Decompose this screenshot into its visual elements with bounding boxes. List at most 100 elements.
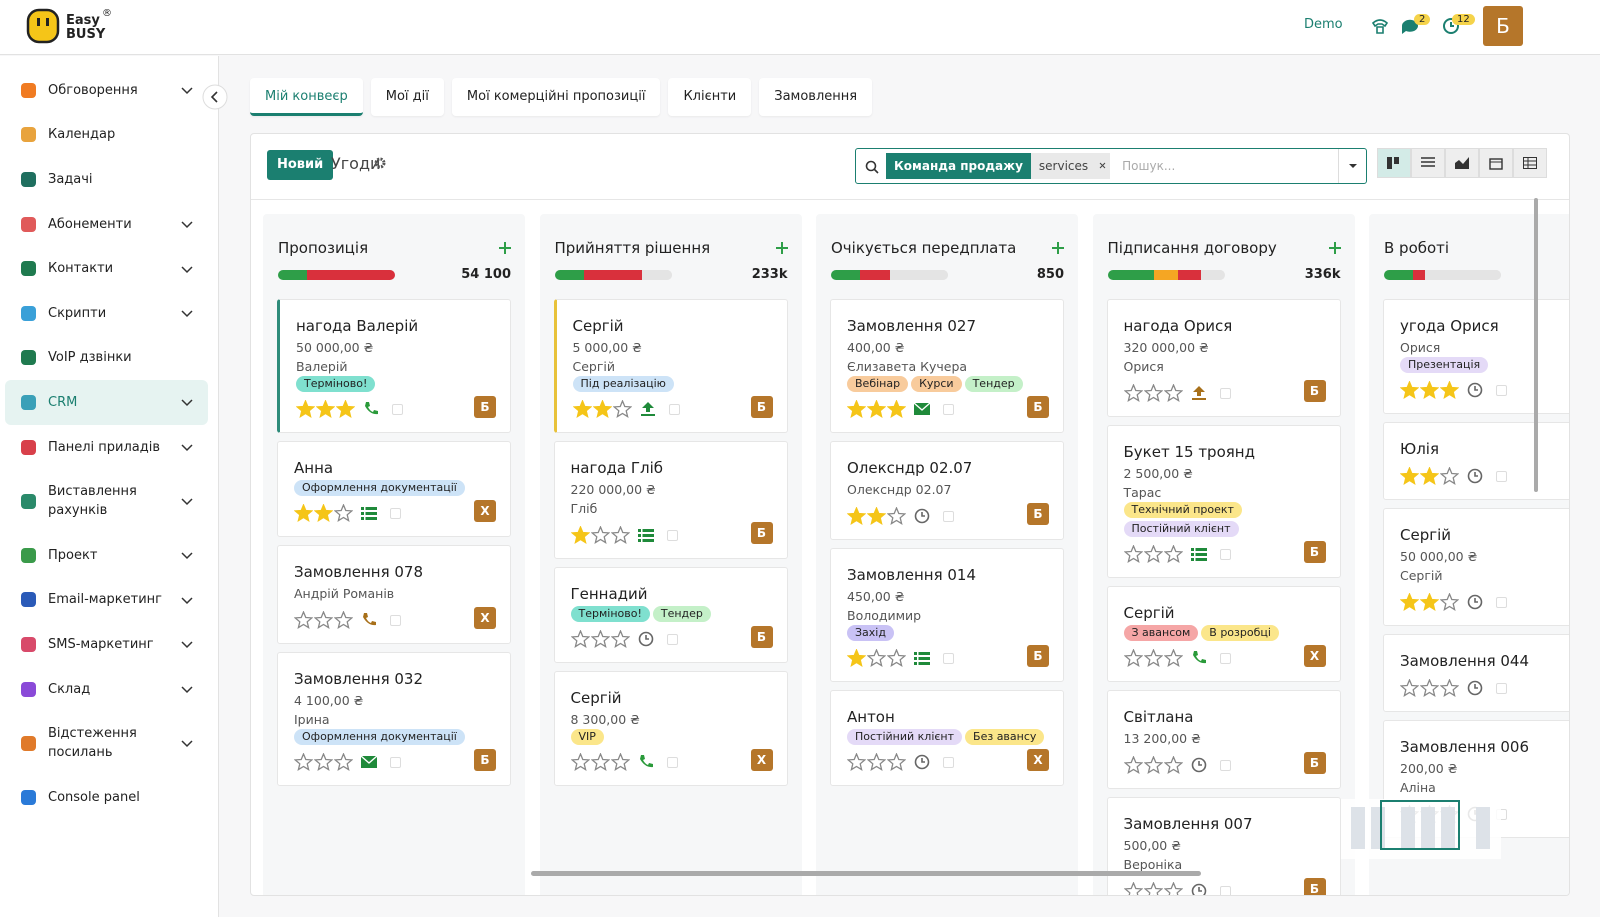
star-filled[interactable] (1400, 593, 1419, 611)
card-checkbox[interactable] (943, 652, 954, 664)
deal-card[interactable]: Замовлення 032 4 100,00 ₴ Ірина Оформлення … (277, 652, 511, 786)
sidebar-toggle[interactable] (202, 84, 228, 110)
star-empty[interactable] (1143, 649, 1163, 667)
sidebar-item[interactable]: SMS-маркетинг (5, 622, 208, 667)
deal-card[interactable]: нагода Гліб 220 000,00 ₴ Гліб Б (553, 441, 788, 559)
card-checkbox[interactable] (390, 614, 401, 626)
deal-card[interactable]: Світлана 13 200,00 ₴ Б (1106, 690, 1341, 789)
tab[interactable]: Клієнти (668, 78, 752, 116)
card-checkbox[interactable] (1219, 759, 1231, 771)
star-empty[interactable] (1163, 756, 1183, 774)
star-empty[interactable] (294, 611, 313, 629)
star-empty[interactable] (610, 630, 630, 648)
facet-value[interactable]: services (1030, 153, 1097, 179)
view-list[interactable] (1411, 148, 1445, 178)
deal-card[interactable]: Букет 15 троянд 2 500,00 ₴ Тарас Технічний … (1106, 425, 1341, 578)
star-empty[interactable] (334, 753, 353, 771)
card-checkbox[interactable] (1496, 384, 1507, 396)
star-filled[interactable] (1400, 381, 1419, 399)
deal-card[interactable]: Антон Постійний клієнт Без авансу Х (830, 690, 1064, 786)
star-filled[interactable] (867, 507, 886, 525)
star-filled[interactable] (570, 526, 590, 544)
sidebar-item[interactable]: Панелі приладів (5, 425, 208, 470)
card-checkbox[interactable] (1219, 548, 1231, 560)
sidebar-item[interactable]: VoIP дзвінки (5, 336, 208, 381)
star-empty[interactable] (1123, 649, 1143, 667)
search-dropdown[interactable] (1338, 149, 1366, 183)
star-filled[interactable] (1400, 467, 1419, 485)
star-empty[interactable] (1420, 679, 1439, 697)
phone-icon[interactable] (1370, 16, 1390, 36)
deal-card[interactable]: Анна Оформлення документації Х (277, 441, 511, 537)
sidebar-item[interactable]: Абонементи (5, 202, 208, 247)
star-filled[interactable] (592, 400, 612, 418)
sidebar-item[interactable]: Контакти (5, 246, 208, 291)
star-empty[interactable] (1440, 679, 1459, 697)
card-checkbox[interactable] (666, 529, 678, 541)
card-checkbox[interactable] (666, 633, 678, 645)
view-graph[interactable] (1445, 148, 1479, 178)
sidebar-item[interactable]: Склад (5, 667, 208, 712)
horizontal-scrollbar[interactable] (531, 871, 1201, 876)
deal-card[interactable]: Замовлення 007 500,00 ₴ Вероніка Б (1106, 797, 1341, 895)
tab[interactable]: Мої дії (370, 78, 444, 116)
sidebar-item[interactable]: Відстеження посилань (5, 711, 208, 775)
star-filled[interactable] (314, 504, 333, 522)
activity-icon[interactable] (1442, 17, 1460, 35)
card-checkbox[interactable] (1219, 387, 1231, 399)
sidebar-item[interactable]: Обговорення (5, 68, 208, 113)
card-checkbox[interactable] (1496, 470, 1507, 482)
sidebar-item[interactable]: Скрипти (5, 291, 208, 336)
star-empty[interactable] (334, 504, 353, 522)
sidebar-item[interactable]: Задачі (5, 157, 208, 202)
deal-card[interactable]: Сергій 50 000,00 ₴ Сергій (1383, 508, 1569, 626)
star-empty[interactable] (1440, 593, 1459, 611)
star-empty[interactable] (334, 611, 353, 629)
card-checkbox[interactable] (392, 403, 403, 415)
star-empty[interactable] (314, 611, 333, 629)
vertical-scrollbar[interactable] (1534, 198, 1538, 492)
gear-icon[interactable] (374, 157, 386, 169)
deal-card[interactable]: угода Орися Орися Презентація (1383, 299, 1569, 414)
star-empty[interactable] (1143, 384, 1163, 402)
card-checkbox[interactable] (1219, 885, 1231, 895)
sidebar-item[interactable]: Email-маркетинг (5, 578, 208, 623)
star-filled[interactable] (847, 649, 866, 667)
star-filled[interactable] (296, 400, 315, 418)
star-empty[interactable] (610, 526, 630, 544)
sidebar-item[interactable]: Календар (5, 113, 208, 158)
star-empty[interactable] (590, 630, 610, 648)
star-empty[interactable] (570, 753, 590, 771)
card-checkbox[interactable] (943, 756, 954, 768)
star-empty[interactable] (1143, 545, 1163, 563)
view-calendar[interactable] (1479, 148, 1513, 178)
view-pivot[interactable] (1513, 148, 1547, 178)
card-checkbox[interactable] (943, 510, 954, 522)
star-filled[interactable] (847, 507, 866, 525)
star-filled[interactable] (1420, 593, 1439, 611)
star-empty[interactable] (314, 753, 333, 771)
search-box[interactable]: Команда продажу services Пошук... (855, 148, 1367, 184)
star-empty[interactable] (867, 753, 886, 771)
star-filled[interactable] (1440, 381, 1459, 399)
star-empty[interactable] (1123, 756, 1143, 774)
deal-card[interactable]: нагода Орися 320 000,00 ₴ Орися Б (1106, 299, 1341, 417)
star-filled[interactable] (294, 504, 313, 522)
star-empty[interactable] (887, 649, 906, 667)
deal-card[interactable]: нагода Валерій 50 000,00 ₴ Валерій Термінов… (277, 299, 511, 433)
star-empty[interactable] (1163, 545, 1183, 563)
star-empty[interactable] (1163, 384, 1183, 402)
card-checkbox[interactable] (1496, 596, 1507, 608)
deal-card[interactable]: Сергій 5 000,00 ₴ Сергій Під реалізацію Б (553, 299, 788, 433)
star-filled[interactable] (867, 400, 886, 418)
facet-remove[interactable] (1096, 153, 1111, 179)
star-empty[interactable] (1123, 545, 1143, 563)
star-empty[interactable] (590, 753, 610, 771)
card-checkbox[interactable] (390, 756, 401, 768)
deal-card[interactable]: Сергій З авансом В розробці Х (1106, 586, 1341, 682)
deal-card[interactable]: Сергій 8 300,00 ₴ VIP Х (553, 671, 788, 786)
demo-link[interactable]: Demo (1304, 17, 1343, 32)
card-checkbox[interactable] (666, 756, 678, 768)
star-filled[interactable] (336, 400, 355, 418)
view-kanban[interactable] (1377, 148, 1411, 178)
